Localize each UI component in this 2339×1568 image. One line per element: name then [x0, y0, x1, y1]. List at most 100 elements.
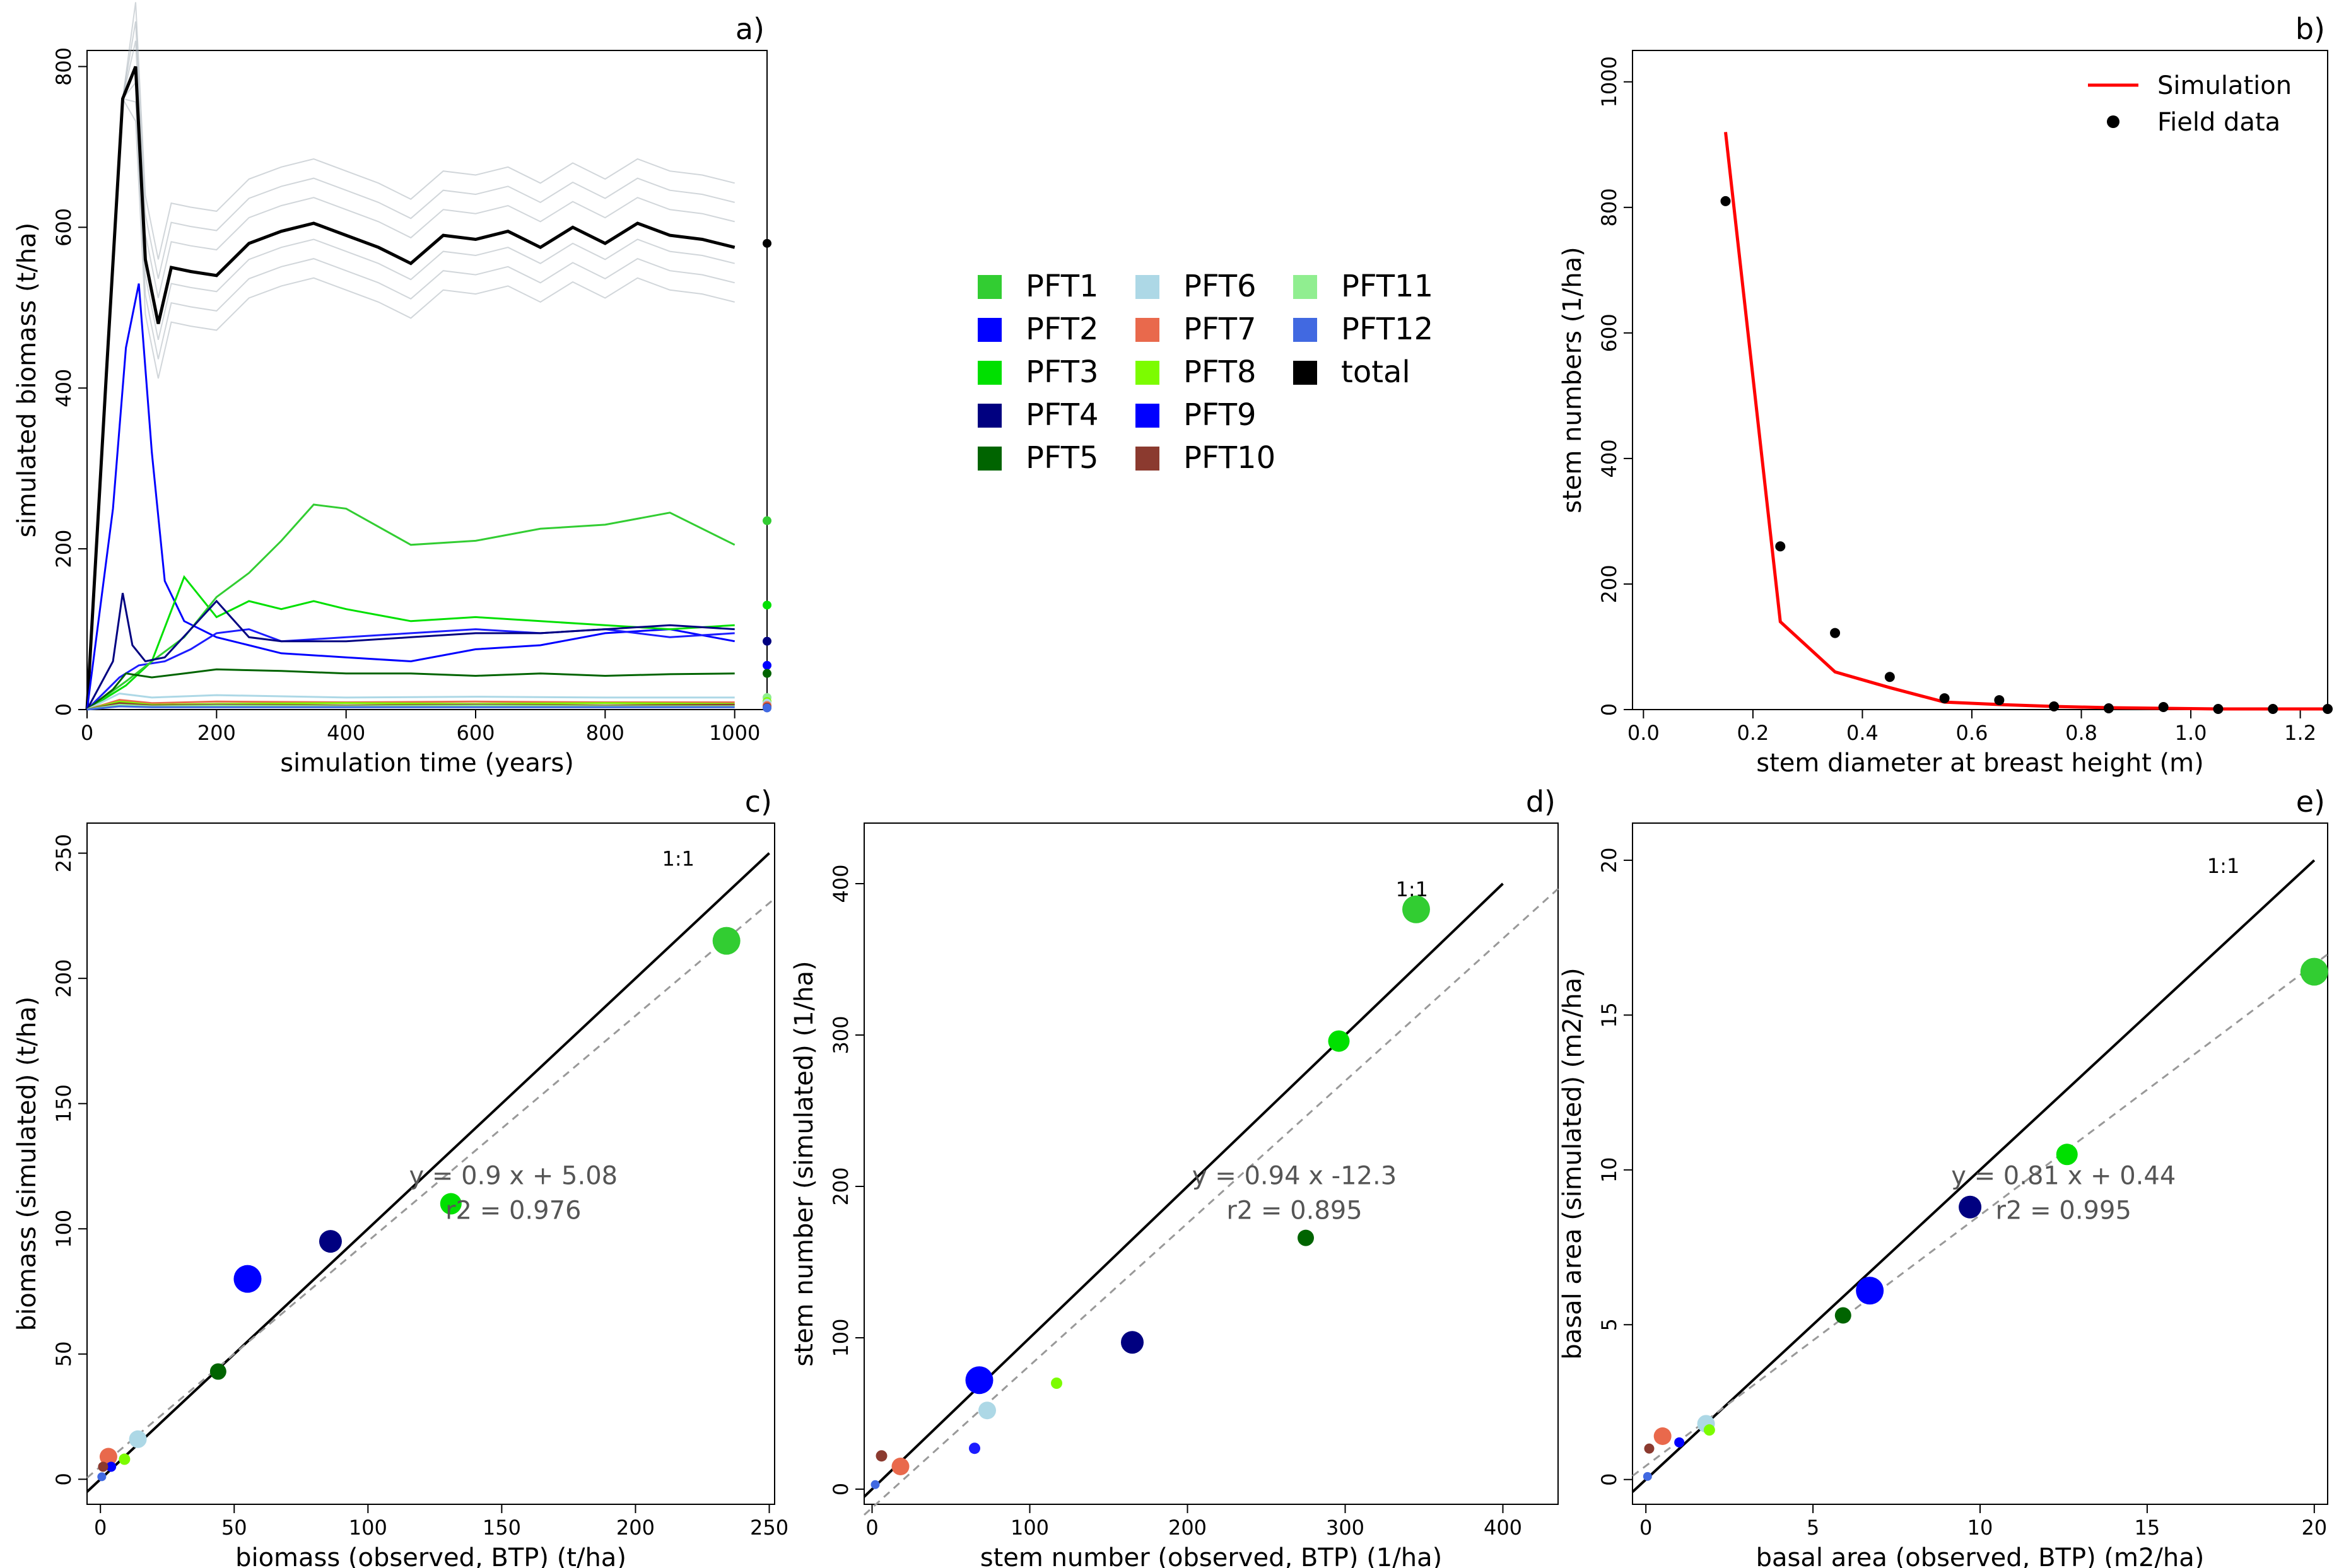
x-tick-label: 0.6	[1956, 721, 1988, 745]
data-point	[1959, 1195, 1982, 1219]
x-tick-label: 300	[1326, 1516, 1364, 1540]
y-tick-label: 0	[829, 1483, 853, 1495]
y-tick-label: 200	[52, 959, 76, 998]
field-data-point	[1720, 196, 1731, 206]
data-point	[119, 1453, 131, 1465]
field-data-point	[2049, 701, 2060, 712]
ensemble-line-total	[86, 21, 735, 710]
x-tick-label: 10	[1967, 1516, 1993, 1540]
data-point	[319, 1230, 342, 1253]
legend-label-pft7: PFT7	[1183, 312, 1257, 347]
panel-label: c)	[745, 785, 772, 819]
x-tick-label: 1.2	[2284, 721, 2316, 745]
regression-equation: y = 0.9 x + 5.08	[409, 1161, 618, 1190]
observed-point	[763, 516, 771, 525]
data-point	[97, 1472, 107, 1482]
data-point	[99, 1448, 117, 1466]
x-tick-label: 50	[221, 1516, 247, 1540]
legend-label-pft12: PFT12	[1341, 312, 1433, 347]
panel-label: b)	[2295, 12, 2325, 46]
data-point	[1051, 1378, 1062, 1389]
observed-point	[763, 703, 771, 713]
legend-label-pft8: PFT8	[1183, 354, 1257, 390]
y-tick-label: 100	[829, 1318, 853, 1357]
field-data-point	[1994, 695, 2005, 706]
panel-label: a)	[736, 12, 765, 46]
y-axis-label: basal area (simulated) (m2/ha)	[1558, 968, 1587, 1359]
data-point	[712, 927, 741, 955]
one-to-one-line	[863, 882, 1504, 1498]
legend-simulation-label: Simulation	[2157, 71, 2292, 100]
one-to-one-line	[86, 852, 770, 1493]
x-axis-label: biomass (observed, BTP) (t/ha)	[235, 1543, 626, 1568]
x-tick-label: 400	[327, 721, 365, 745]
legend-swatch-pft4	[978, 404, 1002, 428]
legend-swatch-pft6	[1135, 275, 1159, 299]
data-point	[1674, 1437, 1685, 1448]
y-axis-label: biomass (simulated) (t/ha)	[13, 997, 42, 1331]
series-line-pft5	[86, 668, 735, 711]
y-tick-label: 0	[52, 703, 76, 716]
x-axis-label: stem number (observed, BTP) (1/ha)	[980, 1543, 1442, 1568]
regression-line	[86, 898, 775, 1479]
r-squared: r2 = 0.895	[1226, 1196, 1362, 1225]
y-tick-label: 200	[52, 530, 76, 568]
observed-point	[763, 238, 771, 248]
series-line-pft7	[86, 699, 735, 711]
legend-swatch-pft10	[1135, 447, 1159, 471]
field-data-point	[1830, 628, 1841, 638]
y-tick-label: 250	[52, 834, 76, 872]
observed-point	[763, 660, 771, 670]
x-tick-label: 5	[1807, 1516, 1819, 1540]
legend-swatch-pft12	[1293, 318, 1317, 342]
data-point	[2300, 957, 2328, 986]
x-tick-label: 800	[586, 721, 624, 745]
data-point	[871, 1480, 880, 1489]
y-tick-label: 15	[1597, 1002, 1621, 1028]
x-tick-label: 100	[349, 1516, 387, 1540]
x-axis-label: simulation time (years)	[280, 749, 574, 778]
x-tick-label: 0	[81, 721, 93, 745]
legend-label-pft9: PFT9	[1183, 397, 1257, 433]
x-tick-label: 1000	[709, 721, 760, 745]
r-squared: r2 = 0.976	[445, 1196, 581, 1225]
legend-label-pft11: PFT11	[1341, 269, 1433, 304]
data-point	[969, 1442, 980, 1454]
y-tick-label: 10	[1597, 1157, 1621, 1183]
legend-swatch-pft1	[978, 275, 1002, 299]
y-tick-label: 1000	[1597, 56, 1621, 107]
plot-frame	[86, 822, 775, 1505]
data-point	[2056, 1144, 2078, 1166]
y-tick-label: 300	[829, 1015, 853, 1054]
x-tick-label: 0.2	[1737, 721, 1769, 745]
x-tick-label: 150	[483, 1516, 521, 1540]
chart-panel-d: 0 100 200 300 400 0 100 200 300 400 stem number (o…	[790, 785, 1559, 1568]
y-tick-label: 200	[829, 1167, 853, 1205]
legend-swatch-pft11	[1293, 275, 1317, 299]
panel-label: d)	[1526, 785, 1556, 819]
x-tick-label: 0.8	[2065, 721, 2097, 745]
data-point	[209, 1363, 226, 1380]
y-tick-label: 50	[52, 1341, 76, 1367]
legend-label-pft5: PFT5	[1026, 440, 1099, 476]
series-line-pft12	[86, 705, 735, 711]
data-point	[876, 1450, 888, 1462]
regression-line	[1632, 953, 2328, 1477]
series-line-pft1	[86, 503, 736, 711]
one-to-one-line	[1631, 859, 2316, 1493]
data-point	[129, 1430, 147, 1448]
x-tick-label: 1.0	[2175, 721, 2207, 745]
pft-legend: PFT1 PFT2 PFT3 PFT4 PFT5 PFT6 PFT7 PFT8 PFT9 PFT1…	[978, 269, 1433, 476]
simulation-line	[1724, 132, 2328, 711]
series-line-total	[85, 66, 736, 710]
legend-swatch-total	[1293, 361, 1317, 385]
data-point	[1653, 1427, 1672, 1445]
data-point	[233, 1265, 262, 1293]
x-tick-label: 0	[94, 1516, 107, 1540]
one-to-one-label: 1:1	[662, 847, 695, 871]
legend-label-pft6: PFT6	[1183, 269, 1257, 304]
data-point	[1328, 1030, 1350, 1052]
data-point	[891, 1458, 910, 1475]
legend-label-total: total	[1341, 354, 1410, 390]
data-point	[1643, 1471, 1652, 1481]
